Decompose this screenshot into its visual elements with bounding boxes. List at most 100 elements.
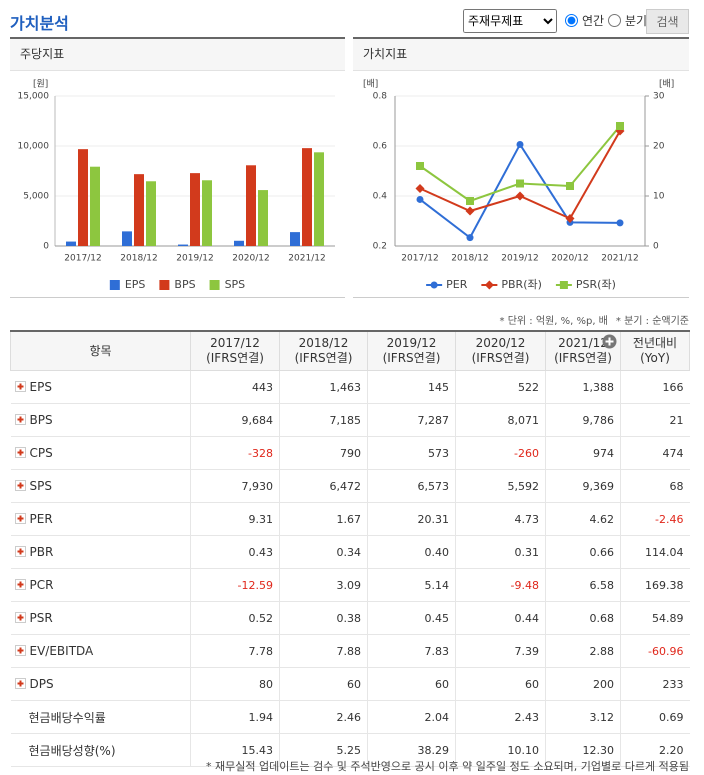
cell-value: -260 (455, 436, 546, 470)
cell-value: 2.43 (455, 700, 546, 734)
cell-value: -9.48 (455, 568, 546, 602)
cell-value: 4.73 (455, 502, 546, 536)
radio-quarter[interactable]: 분기 (608, 12, 647, 29)
cell-value: 8,071 (455, 403, 546, 437)
cell-value: 474 (620, 436, 690, 470)
cell-value: 9.31 (190, 502, 280, 536)
marker (516, 179, 524, 188)
table-body: EPS 443 1,463 145 522 1,388 166 BPS 9,684 7,185 7,… (10, 370, 690, 767)
cell-value: 7.39 (455, 634, 546, 668)
expand-icon[interactable] (14, 414, 26, 425)
marker (616, 122, 624, 130)
legend-label: EPS (125, 278, 146, 291)
legend-label: BPS (174, 278, 195, 291)
y-tick-label: 0.6 (373, 142, 388, 152)
cell-value: 0.45 (367, 601, 456, 635)
expand-icon[interactable] (14, 546, 26, 557)
expand-icon[interactable] (14, 447, 26, 458)
header-text: (IFRS연결) (382, 351, 441, 365)
bar (146, 181, 156, 246)
cell-value: 0.68 (545, 601, 621, 635)
cell-value: 12.30 (545, 733, 621, 767)
cell-value: -12.59 (190, 568, 280, 602)
legend-marker (559, 281, 568, 289)
expand-icon[interactable] (14, 480, 26, 491)
expand-icon[interactable] (14, 579, 26, 590)
cell-value: 3.09 (279, 568, 368, 602)
header-text: 2019/12 (386, 336, 437, 350)
page-title: 가치분석 (10, 14, 69, 33)
cell-value: 0.43 (190, 535, 280, 569)
table-row: PCR -12.59 3.09 5.14 -9.48 6.58 169.38 (10, 568, 690, 602)
unit-notes: * 단위 : 억원, %, %p, 배 * 분기 : 순액기준 (492, 312, 689, 327)
radio-input[interactable] (608, 14, 621, 27)
row-label-cell: EPS (10, 370, 191, 404)
bar (302, 148, 312, 246)
cell-value: 5.14 (367, 568, 456, 602)
column-header: 2019/12 (IFRS연결) (367, 331, 456, 371)
bar (202, 180, 212, 246)
cell-value: 522 (455, 370, 546, 404)
cell-value: 7.78 (190, 634, 280, 668)
row-label-cell: SPS (10, 469, 191, 503)
y-tick-label: 0.8 (373, 92, 388, 102)
table-row: EPS 443 1,463 145 522 1,388 166 (10, 370, 690, 404)
column-header: 2020/12 (IFRS연결) (455, 331, 546, 371)
bar (190, 173, 200, 246)
expand-all-icon[interactable] (602, 334, 617, 349)
row-label-cell: CPS (10, 436, 191, 470)
cell-value: 60 (279, 667, 368, 701)
row-label-cell: 현금배당수익률 (10, 700, 191, 734)
row-label-cell: EV/EBITDA (10, 634, 191, 668)
expand-icon[interactable] (14, 513, 26, 524)
expand-icon[interactable] (14, 612, 26, 623)
cell-value: -2.46 (620, 502, 690, 536)
cell-value: -328 (190, 436, 280, 470)
cell-value: 7,930 (190, 469, 280, 503)
radio-annual[interactable]: 연간 (565, 12, 604, 29)
header-text: (IFRS연결) (471, 351, 530, 365)
row-label: PCR (29, 578, 54, 592)
y2-tick-label: 20 (653, 142, 665, 152)
marker (516, 140, 524, 148)
expand-icon[interactable] (14, 645, 26, 656)
legend-swatch (209, 280, 220, 290)
expand-icon[interactable] (14, 381, 26, 392)
cell-value: 1,388 (545, 370, 621, 404)
cell-value: 200 (545, 667, 621, 701)
y-tick-label: 10,000 (18, 142, 50, 152)
bar (66, 241, 76, 246)
row-label-cell: PCR (10, 568, 191, 602)
bar (90, 166, 100, 246)
cell-value: 1.67 (279, 502, 368, 536)
row-label: EV/EBITDA (29, 644, 94, 658)
radio-input[interactable] (565, 14, 578, 27)
statement-select[interactable]: 주재무제표 (463, 9, 557, 33)
marker (565, 214, 575, 223)
y-tick-label: 0 (43, 242, 49, 252)
header-text: (IFRS연결) (206, 351, 264, 365)
cell-value: 573 (367, 436, 456, 470)
row-label: PER (29, 512, 53, 526)
cell-value: 2.46 (279, 700, 368, 734)
x-tick-label: 2020/12 (232, 254, 269, 264)
expand-icon[interactable] (14, 678, 26, 689)
cell-value: 0.34 (279, 535, 368, 569)
table-row: 현금배당수익률 1.94 2.46 2.04 2.43 3.12 0.69 (10, 700, 690, 734)
row-label: 현금배당수익률 (28, 710, 106, 725)
x-tick-label: 2020/12 (551, 254, 588, 264)
table-row: PER 9.31 1.67 20.31 4.73 4.62 -2.46 (10, 502, 690, 536)
cell-value: 5.25 (279, 733, 368, 767)
footer-note: * 재무실적 업데이트는 검수 및 주석반영으로 공시 이후 약 일주일 정도 … (206, 760, 689, 773)
header-text: 2021/12 (558, 336, 608, 350)
cell-value: 68 (620, 469, 690, 503)
cell-value: 7,185 (279, 403, 368, 437)
cell-value: 6,472 (279, 469, 368, 503)
bar (314, 152, 324, 246)
search-button[interactable]: 검색 (646, 9, 689, 34)
header-text: 2020/12 (475, 336, 526, 350)
bar (234, 240, 244, 246)
cell-value: 5,592 (455, 469, 546, 503)
cell-value: 4.62 (545, 502, 621, 536)
table-row: SPS 7,930 6,472 6,573 5,592 9,369 68 (10, 469, 690, 503)
